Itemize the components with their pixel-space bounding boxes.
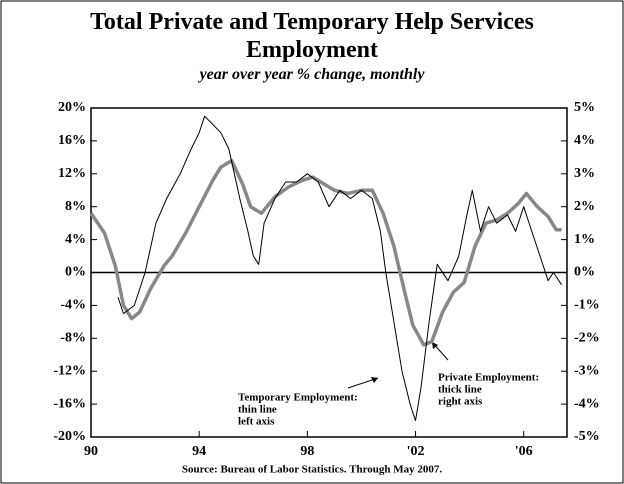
source: Source: Bureau of Labor Statistics. Thro… [182,464,443,476]
y2-tick-label: -5% [574,429,600,444]
y2-tick-label: 0% [574,265,595,280]
y-tick-label: -16% [53,396,86,411]
y-tick-label: 16% [58,133,86,148]
annotation: Private Employment: [438,372,539,384]
y-tick-label: 0% [65,265,86,280]
y2-tick-label: -3% [574,363,600,378]
y-tick-label: -4% [60,298,86,313]
y2-tick-label: 1% [574,232,595,247]
y2-tick-label: 5% [574,100,595,115]
y2-tick-label: -2% [574,331,600,346]
chart-subtitle: year over year % change, monthly [199,66,425,83]
x-tick-label: 94 [192,444,206,459]
y-tick-label: 12% [58,166,86,181]
arrow-head [371,377,378,383]
annotation: left axis [238,416,275,428]
series-line [89,158,562,347]
chart-title: Total Private and Temporary Help Service… [90,9,534,63]
y2-tick-label: 4% [574,133,595,148]
annotation: thick line [438,384,482,396]
annotation: right axis [438,396,483,408]
y-tick-label: -12% [53,363,86,378]
annotation: thin line [238,404,277,416]
y-tick-label: -20% [53,429,86,444]
y-tick-label: 8% [65,199,86,214]
x-tick-label: 98 [300,444,314,459]
y2-tick-label: -4% [574,396,600,411]
y-tick-label: -8% [60,331,86,346]
arrow-head [432,342,438,349]
x-tick-label: '06 [515,444,533,459]
series-line [117,115,563,422]
x-tick-label: '02 [407,444,425,459]
y2-tick-label: 2% [574,199,595,214]
y2-tick-label: -1% [574,298,600,313]
x-tick-label: 90 [84,444,98,459]
y-tick-label: 20% [58,100,86,115]
annotation: Temporary Employment: [238,392,358,404]
y2-tick-label: 3% [574,166,595,181]
y-tick-label: 4% [65,232,86,247]
